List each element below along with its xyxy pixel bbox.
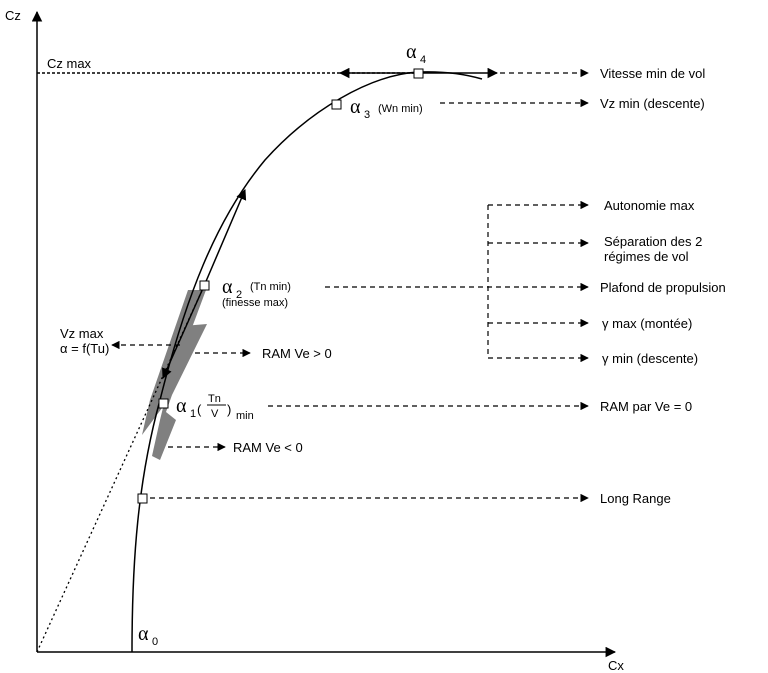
alpha: α <box>176 395 187 417</box>
note: (finesse max) <box>222 297 288 309</box>
right-label: Autonomie max <box>604 198 695 213</box>
suffix: min <box>236 410 254 422</box>
left-label: α = f(Tu) <box>60 341 109 356</box>
tangent-arrow <box>204 190 245 286</box>
polar-diagram: Cz Cx Cz max α 0 α 1 ( Tn V ) min α 2 (T… <box>0 0 768 673</box>
note: (Wn min) <box>378 103 423 115</box>
left-label: Vz max <box>60 326 104 341</box>
cz-max-label: Cz max <box>47 56 92 71</box>
alpha-sub: 0 <box>152 636 158 648</box>
fraction-num: Tn <box>208 393 221 405</box>
point <box>332 100 341 109</box>
alpha-sub: 1 <box>190 408 196 420</box>
paren: ) <box>227 402 231 417</box>
alpha: α <box>138 623 149 645</box>
paren: ( <box>197 402 202 417</box>
right-label: Long Range <box>600 491 671 506</box>
alpha: α <box>222 276 233 298</box>
alpha-sub: 4 <box>420 54 426 66</box>
x-axis-label: Cx <box>608 658 624 673</box>
note: (Tn min) <box>250 281 291 293</box>
left-label: RAM Ve > 0 <box>262 346 332 361</box>
y-axis-label: Cz <box>5 8 21 23</box>
right-label: γ min (descente) <box>602 351 698 366</box>
right-label: γ max (montée) <box>602 316 692 331</box>
right-label: Séparation des 2 <box>604 234 702 249</box>
point <box>200 281 209 290</box>
alpha-sub: 3 <box>364 109 370 121</box>
right-label: Vitesse min de vol <box>600 66 705 81</box>
point <box>159 399 168 408</box>
right-label: RAM par Ve = 0 <box>600 399 692 414</box>
right-label: Vz min (descente) <box>600 96 705 111</box>
alpha: α <box>350 96 361 118</box>
left-label: RAM Ve < 0 <box>233 440 303 455</box>
point <box>414 69 423 78</box>
right-label: régimes de vol <box>604 249 689 264</box>
point <box>138 494 147 503</box>
alpha: α <box>406 41 417 63</box>
fraction-den: V <box>211 408 219 420</box>
right-label: Plafond de propulsion <box>600 280 726 295</box>
